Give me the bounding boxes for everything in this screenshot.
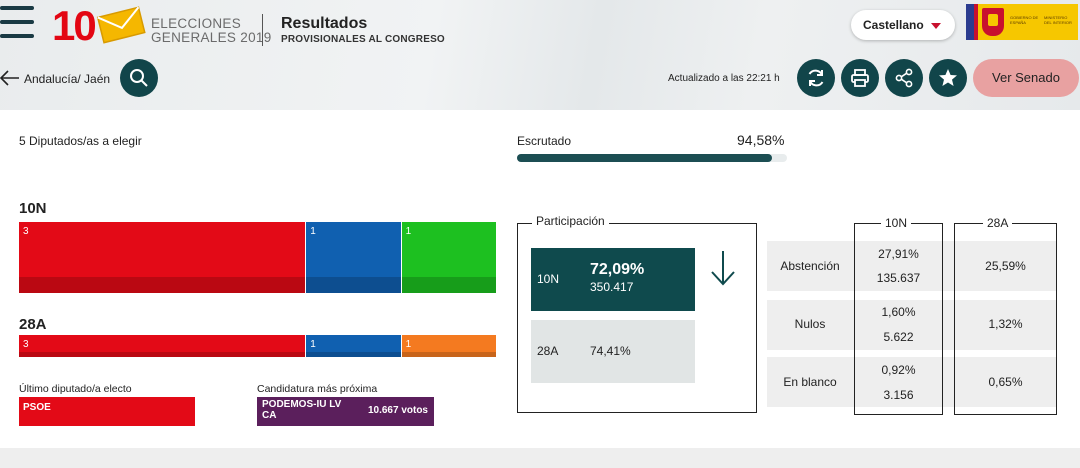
refresh-button[interactable]	[797, 59, 835, 97]
candidatura-party: PODEMOS-IU LV CA	[262, 399, 342, 421]
print-button[interactable]	[841, 59, 879, 97]
government-logo: GOBIERNO DE ESPAÑA MINISTERIO DEL INTERI…	[966, 4, 1078, 40]
participacion-label: Participación	[532, 214, 609, 228]
column-header-10n: 10N	[881, 216, 912, 230]
search-button[interactable]	[120, 59, 158, 97]
table-row	[767, 241, 1057, 291]
header: 10 ELECCIONES GENERALES 2019 Resultados …	[0, 0, 1080, 110]
seat-segment[interactable]: 1	[305, 222, 401, 293]
seats-row-label-10n: 10N	[19, 200, 47, 217]
share-button[interactable]	[885, 59, 923, 97]
page-subtitle: PROVISIONALES AL CONGRESO	[281, 34, 445, 45]
en-blanco-pct-28a: 0,65%	[988, 375, 1023, 389]
ultimo-diputado-label: Último diputado/a electo	[19, 383, 132, 395]
updated-time: Actualizado a las 22:21 h	[668, 73, 780, 84]
nulos-abs-10n: 5.622	[883, 330, 914, 344]
escrutado-value: 94,58%	[737, 132, 785, 148]
ultimo-diputado-party: PSOE	[19, 397, 195, 426]
table-row	[767, 300, 1057, 350]
candidatura-proxima: PODEMOS-IU LV CA 10.667 votos	[257, 397, 434, 426]
logo-text: ELECCIONES GENERALES 2019	[151, 16, 272, 45]
breadcrumb[interactable]: Andalucía/ Jaén	[24, 72, 111, 86]
page-title: Resultados	[281, 15, 368, 32]
search-icon	[130, 69, 148, 87]
coat-of-arms-icon	[982, 8, 1004, 36]
seats-title: 5 Diputados/as a elegir	[19, 134, 142, 148]
envelope-icon	[96, 6, 146, 44]
logo-number: 10	[52, 2, 97, 49]
row-label-nulos: Nulos	[794, 317, 826, 331]
seat-segment[interactable]: 1	[400, 222, 497, 293]
share-icon	[895, 68, 913, 88]
nulos-pct-28a: 1,32%	[988, 317, 1023, 331]
seat-segment[interactable]: 3	[19, 222, 306, 293]
escrutado-progress	[517, 154, 787, 162]
row-label-en-blanco: En blanco	[783, 375, 837, 389]
seat-segment[interactable]: 3	[19, 335, 306, 358]
logo-divider	[262, 14, 263, 46]
favorite-button[interactable]	[929, 59, 967, 97]
page-footer-strip	[0, 448, 1080, 468]
escrutado-progress-fill	[517, 154, 773, 162]
candidatura-votes: 10.667 votos	[367, 405, 428, 416]
abstencion-abs-10n: 135.637	[876, 271, 921, 285]
en-blanco-pct-10n: 0,92%	[881, 363, 916, 377]
abstencion-pct-28a: 25,59%	[985, 259, 1026, 273]
arrow-down-icon	[711, 251, 735, 286]
escrutado-label: Escrutado	[517, 134, 572, 148]
seats-row-label-28a: 28A	[19, 316, 47, 333]
candidatura-label: Candidatura más próxima	[257, 383, 378, 395]
results-panel: 5 Diputados/as a elegir Escrutado 94,58%…	[0, 110, 1080, 448]
participacion-10n: 10N 72,09% 350.417	[531, 248, 695, 311]
table-row	[767, 357, 1057, 407]
printer-icon	[851, 69, 869, 87]
seat-segment[interactable]: 1	[305, 335, 401, 358]
en-blanco-abs-10n: 3.156	[883, 388, 914, 402]
ver-senado-button[interactable]: Ver Senado	[973, 59, 1079, 97]
star-icon	[939, 69, 957, 86]
back-arrow-icon[interactable]	[0, 68, 20, 88]
abstencion-pct-10n: 27,91%	[878, 247, 919, 261]
column-header-28a: 28A	[983, 216, 1013, 230]
seat-segment[interactable]: 1	[400, 335, 497, 358]
language-select[interactable]: Castellano	[851, 10, 955, 40]
row-label-abstencion: Abstención	[780, 259, 840, 273]
participacion-28a: 28A 74,41%	[531, 320, 695, 383]
nulos-pct-10n: 1,60%	[881, 305, 916, 319]
refresh-icon	[808, 69, 824, 87]
caret-down-icon	[931, 23, 941, 29]
menu-icon[interactable]	[0, 6, 34, 38]
participacion-box	[517, 223, 757, 413]
